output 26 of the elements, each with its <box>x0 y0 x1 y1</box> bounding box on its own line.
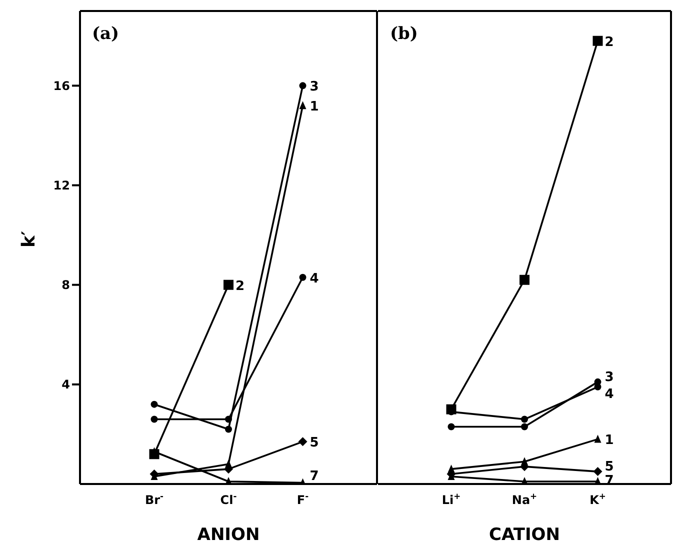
y-tick-label: 4 <box>62 378 70 392</box>
x-tick-label: Br$^{-}$ <box>144 491 164 507</box>
series-label: 2 <box>604 34 614 50</box>
x-tick-label: Li$^{+}$ <box>442 491 461 507</box>
text: (a) <box>92 24 120 44</box>
x-tick-label: K$^{+}$ <box>590 491 606 507</box>
series-label: 4 <box>310 271 319 286</box>
y-tick-label: 8 <box>62 278 70 292</box>
series-label: 3 <box>310 80 319 95</box>
x-axis-title: ANION <box>197 525 260 545</box>
series-label: 7 <box>310 468 319 484</box>
y-axis-title: k′ <box>18 230 40 248</box>
x-tick-label: F$^{-}$ <box>296 491 310 507</box>
x-tick-label: Na$^{+}$ <box>512 491 538 507</box>
series-label: 3 <box>604 370 614 385</box>
x-tick-label: Cl$^{-}$ <box>220 491 238 507</box>
text: (b) <box>390 24 418 44</box>
series-label: 5 <box>604 460 614 475</box>
series-label: 1 <box>310 100 319 115</box>
series-label: 2 <box>236 278 245 294</box>
series-label: 5 <box>310 436 319 451</box>
y-tick-label: 12 <box>53 178 70 193</box>
series-label: 4 <box>604 386 614 402</box>
x-axis-title: CATION <box>489 525 560 545</box>
y-tick-label: 16 <box>53 78 70 93</box>
series-label: 1 <box>604 433 614 448</box>
